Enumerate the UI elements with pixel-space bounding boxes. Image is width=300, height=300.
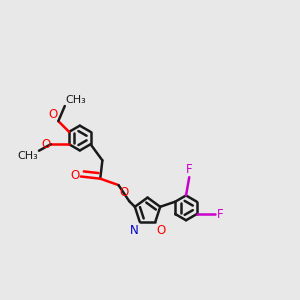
Text: F: F bbox=[217, 208, 223, 220]
Text: O: O bbox=[70, 169, 80, 182]
Text: CH₃: CH₃ bbox=[65, 95, 86, 105]
Text: O: O bbox=[49, 107, 58, 121]
Text: O: O bbox=[157, 224, 166, 237]
Text: CH₃: CH₃ bbox=[18, 151, 38, 161]
Text: F: F bbox=[186, 163, 193, 176]
Text: O: O bbox=[41, 138, 50, 151]
Text: N: N bbox=[130, 224, 138, 237]
Text: O: O bbox=[119, 186, 129, 199]
